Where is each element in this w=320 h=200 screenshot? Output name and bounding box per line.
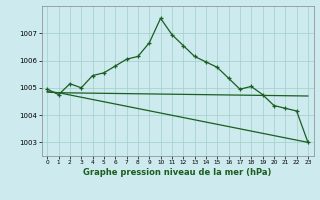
X-axis label: Graphe pression niveau de la mer (hPa): Graphe pression niveau de la mer (hPa) <box>84 168 272 177</box>
